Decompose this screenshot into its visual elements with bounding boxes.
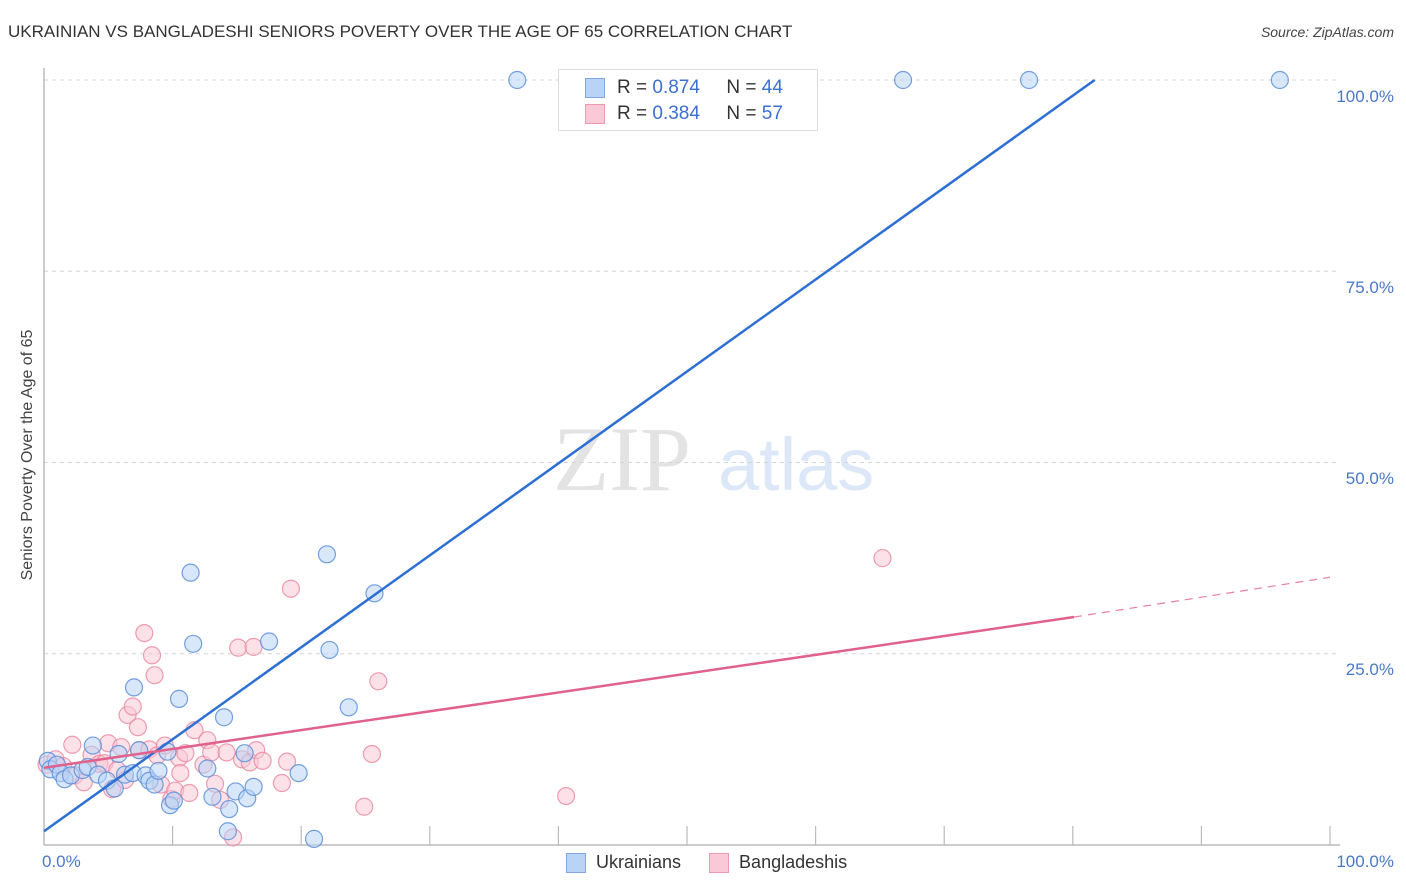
bangladeshis-point: [244, 637, 263, 656]
bangladeshis-point: [272, 773, 292, 793]
legend-item-ukrainians[interactable]: Ukrainians: [566, 852, 681, 873]
bangladeshis-point: [171, 763, 190, 783]
ukrainians-n-value: 44: [761, 77, 783, 98]
gridlines: [44, 79, 1340, 655]
ukrainians-point: [149, 761, 168, 780]
ukrainians-point: [339, 698, 358, 717]
axes: [43, 68, 1340, 846]
ukrainians-points: [38, 70, 1289, 848]
ukrainians-point: [83, 736, 102, 755]
bangladeshis-point: [135, 623, 154, 643]
ukrainians-point: [244, 777, 263, 796]
y-tick-25: 25.0%: [1345, 660, 1394, 679]
y-tick-50: 50.0%: [1345, 469, 1394, 488]
r-label: R =: [617, 103, 648, 124]
svg-text:ZIP: ZIP: [553, 408, 691, 510]
bangladeshis-swatch-icon: [709, 852, 730, 873]
ukrainians-point: [198, 759, 217, 778]
ukrainians-point: [203, 787, 222, 806]
bangladeshis-trendline-extension: [1073, 576, 1331, 618]
y-axis-label: Seniors Poverty Over the Age of 65: [19, 329, 36, 581]
bangladeshis-trendline: [43, 615, 1075, 769]
bangladeshis-point: [557, 786, 576, 806]
legend-row-ukrainians: R = 0.874 N = 44: [585, 76, 783, 100]
bangladeshis-point: [873, 549, 892, 568]
bangladeshis-point: [145, 666, 164, 685]
bangladeshis-point: [369, 672, 388, 691]
bangladeshis-point: [355, 797, 374, 816]
ukrainians-point: [164, 791, 183, 810]
svg-text:atlas: atlas: [718, 423, 874, 506]
chart-title: UKRAINIAN VS BANGLADESHI SENIORS POVERTY…: [8, 22, 793, 41]
ukrainians-point: [169, 689, 189, 708]
x-tick-100: 100.0%: [1336, 852, 1394, 871]
ukrainians-trendline: [43, 78, 1096, 833]
ukrainians-point: [235, 744, 254, 763]
bangladeshis-point: [229, 638, 248, 657]
bangladeshis-swatch-icon: [585, 104, 605, 124]
bangladeshis-n-value: 57: [761, 103, 783, 124]
ukrainians-point: [109, 744, 128, 764]
ukrainians-point: [259, 632, 279, 651]
n-label: N =: [726, 77, 757, 98]
trendlines: [43, 78, 1331, 833]
correlation-legend: R = 0.874 N = 44 R = 0.384 N = 57: [558, 69, 818, 131]
y-tick-75: 75.0%: [1345, 278, 1394, 297]
ukrainians-point: [220, 799, 239, 819]
legend-item-bangladeshis[interactable]: Bangladeshis: [709, 852, 847, 873]
bangladeshis-point: [123, 697, 142, 716]
ukrainians-point: [214, 708, 234, 727]
bangladeshis-r-value: 0.384: [652, 103, 700, 124]
bangladeshis-point: [281, 579, 301, 598]
ukrainians-point: [181, 563, 200, 582]
ukrainians-point: [893, 70, 913, 90]
bangladeshis-point: [362, 744, 382, 764]
ukrainians-point: [124, 678, 144, 697]
ukrainians-point: [508, 70, 527, 90]
ukrainians-r-value: 0.874: [652, 77, 700, 98]
source-label: Source: ZipAtlas.com: [1260, 24, 1394, 40]
ukrainians-point: [320, 640, 339, 660]
ukrainians-point: [304, 829, 324, 848]
ukrainians-point: [1019, 70, 1039, 90]
ukrainians-swatch-icon: [566, 852, 586, 873]
bangladeshis-point: [176, 744, 195, 763]
legend-row-bangladeshis: R = 0.384 N = 57: [585, 102, 783, 126]
y-tick-100: 100.0%: [1336, 87, 1394, 106]
ukrainians-point: [184, 634, 203, 653]
ukrainians-point: [289, 763, 308, 783]
bangladeshis-point: [217, 743, 236, 762]
ukrainians-point: [130, 741, 149, 760]
bangladeshis-point: [63, 735, 82, 754]
bangladeshis-point: [277, 752, 297, 771]
ukrainians-point: [1270, 70, 1289, 90]
series-legend: Ukrainians Bangladeshis: [566, 852, 875, 873]
bangladeshis-point: [253, 751, 272, 770]
bangladeshis-point: [180, 783, 199, 803]
legend-label-ukrainians: Ukrainians: [596, 852, 682, 872]
ukrainians-point: [317, 545, 337, 564]
ukrainians-point: [218, 822, 237, 841]
legend-label-bangladeshis: Bangladeshis: [739, 852, 848, 872]
ukrainians-swatch-icon: [585, 78, 605, 98]
r-label: R =: [617, 77, 648, 98]
x-tick-0: 0.0%: [42, 852, 81, 871]
bangladeshis-point: [142, 646, 162, 665]
n-label: N =: [726, 103, 757, 124]
bangladeshis-point: [202, 743, 221, 762]
watermark: ZIP atlas: [553, 408, 874, 510]
bangladeshis-point: [128, 718, 147, 737]
